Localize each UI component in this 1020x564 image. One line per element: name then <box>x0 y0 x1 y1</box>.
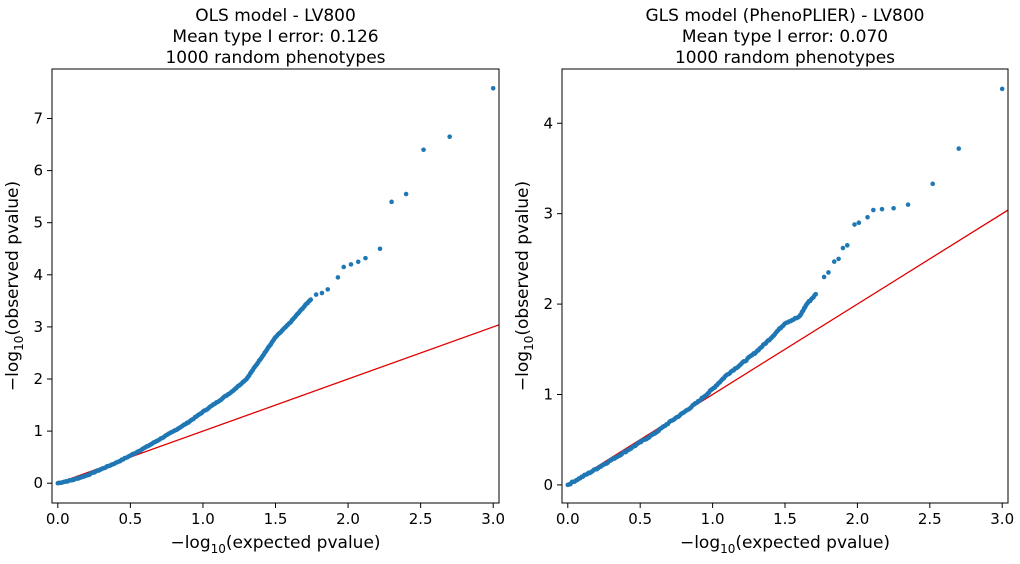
y-tick-label: 3 <box>543 205 553 223</box>
data-point <box>865 214 870 220</box>
data-point <box>844 243 850 248</box>
data-point <box>389 199 394 205</box>
data-point <box>999 86 1005 92</box>
data-point <box>313 292 319 297</box>
y-axis-label: −log10(observed pvalue) <box>513 181 536 391</box>
y-tick-label: 0 <box>543 476 553 494</box>
x-tick-label: 2.0 <box>845 510 869 528</box>
chart-title: GLS model (PhenoPLIER) - LV800 <box>645 6 924 26</box>
y-tick-label: 1 <box>33 422 43 440</box>
data-point <box>348 262 354 267</box>
x-axis-label: −log10(expected pvalue) <box>170 533 380 556</box>
data-point <box>490 85 496 91</box>
data-point <box>826 270 831 275</box>
data-point <box>831 259 837 264</box>
y-axis-label: −log10(observed pvalue) <box>3 181 26 391</box>
data-point <box>891 205 896 211</box>
axes-frame <box>561 68 1009 504</box>
data-point <box>956 146 962 151</box>
data-point <box>856 220 862 226</box>
x-tick-label: 2.5 <box>409 510 433 528</box>
data-point <box>308 297 314 302</box>
x-tick-label: 3.0 <box>481 510 505 528</box>
x-tick-label: 0.0 <box>46 510 70 528</box>
axes-frame <box>51 68 500 504</box>
y-tick-label: 4 <box>33 266 43 284</box>
x-tick-label: 0.5 <box>628 510 652 528</box>
data-point <box>852 222 857 227</box>
x-tick-label: 2.5 <box>918 510 942 528</box>
x-tick-label: 1.0 <box>701 510 725 528</box>
chart-subtitle-line: Mean type I error: 0.070 <box>682 27 888 47</box>
data-point <box>325 287 331 292</box>
data-point <box>335 275 341 280</box>
plot-area <box>55 85 499 486</box>
data-point <box>355 259 361 265</box>
data-point <box>377 246 383 252</box>
chart-subtitle-line: 1000 random phenotypes <box>165 48 385 68</box>
data-point <box>341 264 347 270</box>
data-point <box>821 274 827 280</box>
data-point <box>363 255 368 261</box>
data-point <box>421 147 426 153</box>
x-tick-label: 2.0 <box>336 510 360 528</box>
x-axis-label: −log10(expected pvalue) <box>680 533 890 556</box>
data-point <box>403 191 409 197</box>
x-tick-label: 0.0 <box>556 510 580 528</box>
x-tick-label: 1.5 <box>773 510 797 528</box>
chart-subtitle-line: Mean type I error: 0.126 <box>172 27 378 47</box>
y-tick-label: 2 <box>33 370 43 388</box>
y-tick-label: 5 <box>33 214 43 232</box>
x-tick-label: 1.0 <box>191 510 215 528</box>
data-point <box>836 256 841 262</box>
data-point <box>905 202 911 207</box>
data-point <box>871 207 876 213</box>
chart-subtitle-line: 1000 random phenotypes <box>675 48 895 68</box>
plot-area <box>565 86 1008 488</box>
data-point <box>319 290 325 296</box>
y-tick-label: 7 <box>33 109 43 127</box>
y-tick-label: 3 <box>33 318 43 336</box>
x-tick-label: 1.5 <box>264 510 288 528</box>
y-tick-label: 4 <box>543 114 553 132</box>
data-point <box>879 206 885 212</box>
x-tick-label: 0.5 <box>118 510 142 528</box>
data-point <box>840 245 846 251</box>
y-tick-label: 0 <box>33 474 43 492</box>
y-tick-label: 6 <box>33 162 43 180</box>
data-point <box>930 181 936 187</box>
x-tick-label: 3.0 <box>990 510 1014 528</box>
y-tick-label: 1 <box>543 386 553 404</box>
chart-title: OLS model - LV800 <box>195 6 356 26</box>
reference-line <box>567 209 1008 486</box>
y-tick-label: 2 <box>543 295 553 313</box>
data-point <box>813 291 819 297</box>
data-point <box>447 134 452 140</box>
